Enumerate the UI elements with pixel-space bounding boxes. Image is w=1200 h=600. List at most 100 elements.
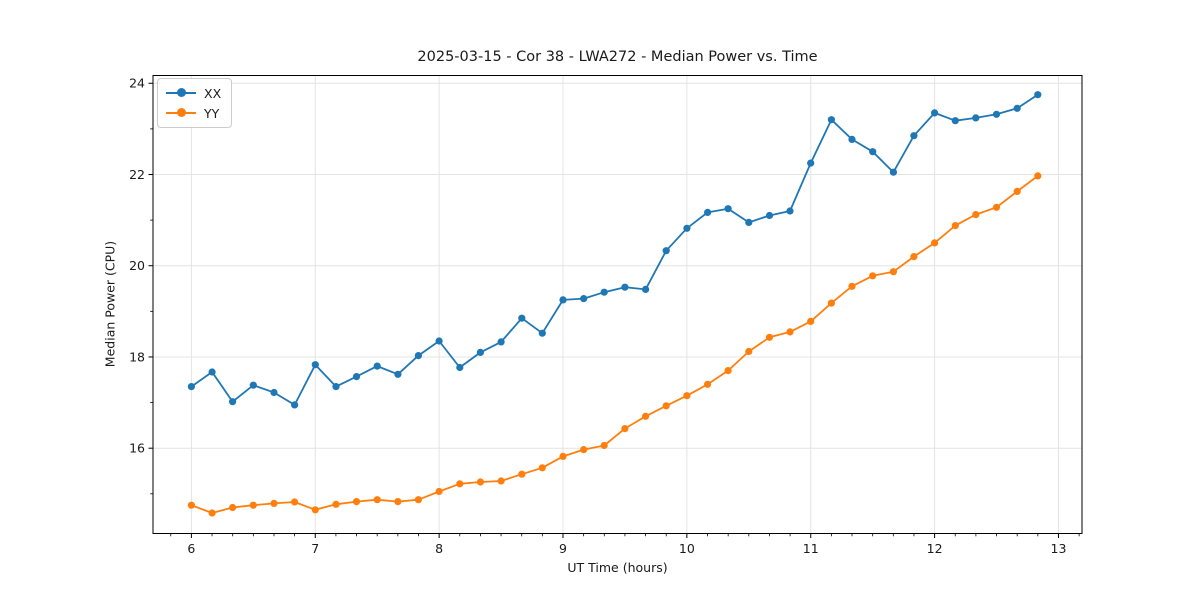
series-xx-marker [910,132,918,140]
series-yy-marker [270,499,278,507]
legend-line-marker-sample-yy [166,108,196,119]
series-yy-marker [291,498,299,506]
series-xx-marker [497,338,505,346]
series-xx-marker [600,288,608,296]
series-yy-marker [476,478,484,486]
series-xx-marker [621,283,629,291]
series-yy-marker [807,317,815,325]
legend: XX YY [157,78,233,128]
series-yy-marker [249,501,257,509]
series-yy-marker [497,477,505,485]
series-yy-marker [931,239,939,247]
y-tick-label: 18 [129,349,145,364]
series-yy-marker [311,506,319,514]
series-xx-marker [352,373,361,381]
series-xx-marker [724,205,732,213]
series-xx-marker [992,110,1001,118]
legend-line-marker-sample-xx [166,88,196,99]
series-yy-marker [580,446,588,454]
series-xx-marker [1013,104,1021,112]
series-xx-marker [683,224,691,232]
legend-label-xx: XX [204,85,222,101]
x-tick-label: 10 [679,541,695,556]
y-tick-label: 16 [129,440,145,455]
series-xx-marker [414,352,422,360]
series-xx-marker [332,383,340,391]
series-xx-marker [538,329,546,337]
series-xx-marker [208,368,216,376]
series-yy-marker [889,268,898,276]
series-yy-marker [394,498,402,506]
series-yy-marker [683,392,691,400]
x-tick-label: 12 [927,541,943,556]
series-xx-marker [187,383,195,391]
x-tick-label: 11 [803,541,819,556]
y-tick-label: 20 [129,258,145,273]
series-yy-marker [621,425,629,433]
x-tick-label: 8 [435,541,443,556]
y-tick-label: 22 [129,167,145,182]
series-xx-marker [249,381,257,389]
legend-item-xx: XX [166,83,221,103]
series-xx-marker [951,117,959,125]
series-xx-marker [270,388,278,397]
series-yy-marker [910,253,918,261]
series-xx-marker [889,168,898,176]
series-yy-marker [332,500,340,508]
series-xx-marker [1034,91,1042,99]
series-xx-marker [786,207,794,215]
series-yy-marker [848,282,856,290]
series-yy-marker [972,211,980,219]
legend-marker-yy [176,108,186,117]
series-yy-marker [229,503,237,512]
series-xx-marker [765,211,774,220]
series-yy-marker [1013,187,1021,195]
y-axis-label: Median Power (CPU) [102,240,118,368]
series-yy-marker [414,496,422,504]
series-xx-marker [291,401,299,409]
series-xx-marker [642,285,650,293]
series-yy-marker [704,380,712,388]
series-yy-marker [373,496,381,504]
series-yy-marker [765,333,774,341]
series-yy-marker [435,487,443,496]
x-tick-label: 13 [1051,541,1067,556]
series-yy-marker [827,299,836,307]
x-tick-label: 6 [187,541,195,556]
series-yy-marker [352,498,361,506]
series-xx-marker [311,361,319,369]
series-xx-marker [373,362,381,370]
legend-marker-xx [176,88,186,97]
y-tick-label: 24 [129,76,145,91]
series-xx-marker [435,337,443,345]
series-xx-marker [662,247,670,255]
series-yy-marker [600,441,608,450]
series-yy-marker [745,347,753,356]
series-yy-marker [187,501,195,509]
series-xx-marker [476,348,484,356]
series-xx-marker [869,148,877,156]
series-xx-marker [848,135,856,143]
series-xx-marker [972,114,980,122]
series-yy-marker [992,203,1001,211]
chart-title: 2025-03-15 - Cor 38 - LWA272 - Median Po… [417,49,818,65]
series-yy-marker [456,480,464,488]
legend-item-yy: YY [166,103,221,123]
series-xx-marker [580,295,588,303]
series-xx-marker [518,314,526,322]
series-yy-marker [1034,172,1042,180]
series-yy-marker [662,402,670,410]
series-yy-marker [724,367,732,375]
series-xx-marker [745,218,753,226]
series-xx-marker [394,370,402,378]
series-xx-marker [931,109,939,117]
series-yy-marker [559,452,567,460]
series-xx-marker [704,208,712,216]
x-tick-label: 7 [311,541,319,556]
legend-label-yy: YY [204,105,220,121]
series-xx-marker [229,398,237,406]
series-xx-marker [807,159,815,167]
x-axis-label: UT Time (hours) [567,560,668,575]
